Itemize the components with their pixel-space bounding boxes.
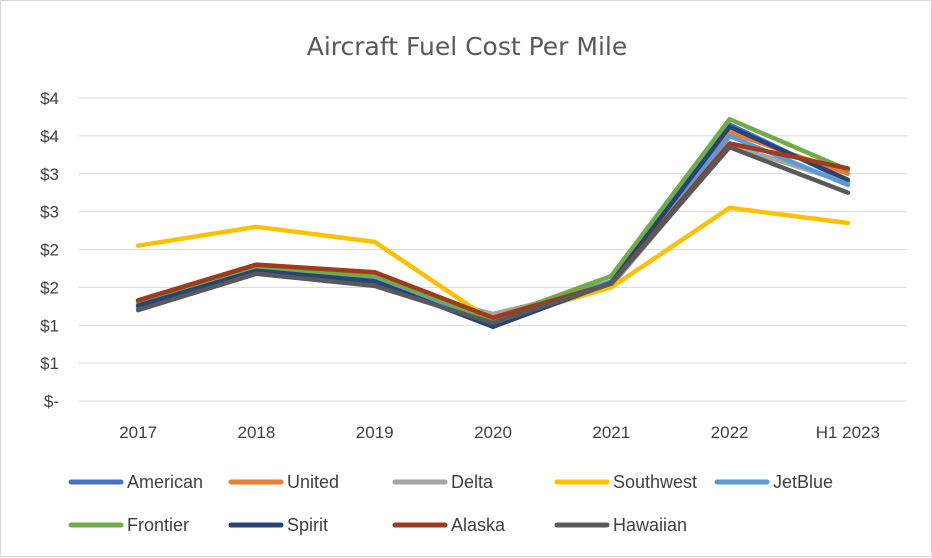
series-line-alaska [135,141,851,320]
legend-label-spirit: Spirit [287,515,328,535]
x-tick-label: 2018 [238,423,276,442]
x-tick-label: H1 2023 [816,423,880,442]
series-line-united [135,129,851,323]
x-tick-label: 2022 [711,423,749,442]
y-axis-ticks: $- $1 $1 $2 $2 $3 $3 $4 $4 [40,89,59,411]
y-tick-label: $1 [40,316,59,335]
x-axis-ticks: 2017 2018 2019 2020 2021 2022 H1 2023 [119,423,880,442]
legend-label-southwest: Southwest [613,472,697,492]
y-tick-label: $1 [40,354,59,373]
y-tick-label: $- [44,392,59,411]
x-tick-label: 2020 [474,423,512,442]
chart-title: Aircraft Fuel Cost Per Mile [307,32,628,61]
series-line-spirit [135,124,851,330]
x-tick-label: 2019 [356,423,394,442]
series-lines [135,116,851,330]
series-line-southwest [135,205,851,324]
legend-label-frontier: Frontier [127,515,189,535]
x-tick-label: 2017 [119,423,157,442]
y-tick-label: $2 [40,278,59,297]
legend-label-united: United [287,472,339,492]
legend-label-american: American [127,472,203,492]
series-line-american [135,122,851,328]
y-tick-label: $3 [40,165,59,184]
y-tick-label: $4 [40,89,59,108]
legend-label-hawaiian: Hawaiian [613,515,687,535]
legend: American United Delta Southwest JetBlue Front… [68,472,833,535]
legend-label-alaska: Alaska [451,515,506,535]
x-tick-label: 2021 [592,423,630,442]
y-tick-label: $3 [40,203,59,222]
y-tick-label: $4 [40,127,59,146]
legend-label-jetblue: JetBlue [773,472,833,492]
series-line-hawaiian [135,144,851,326]
y-tick-label: $2 [40,241,59,260]
legend-label-delta: Delta [451,472,494,492]
